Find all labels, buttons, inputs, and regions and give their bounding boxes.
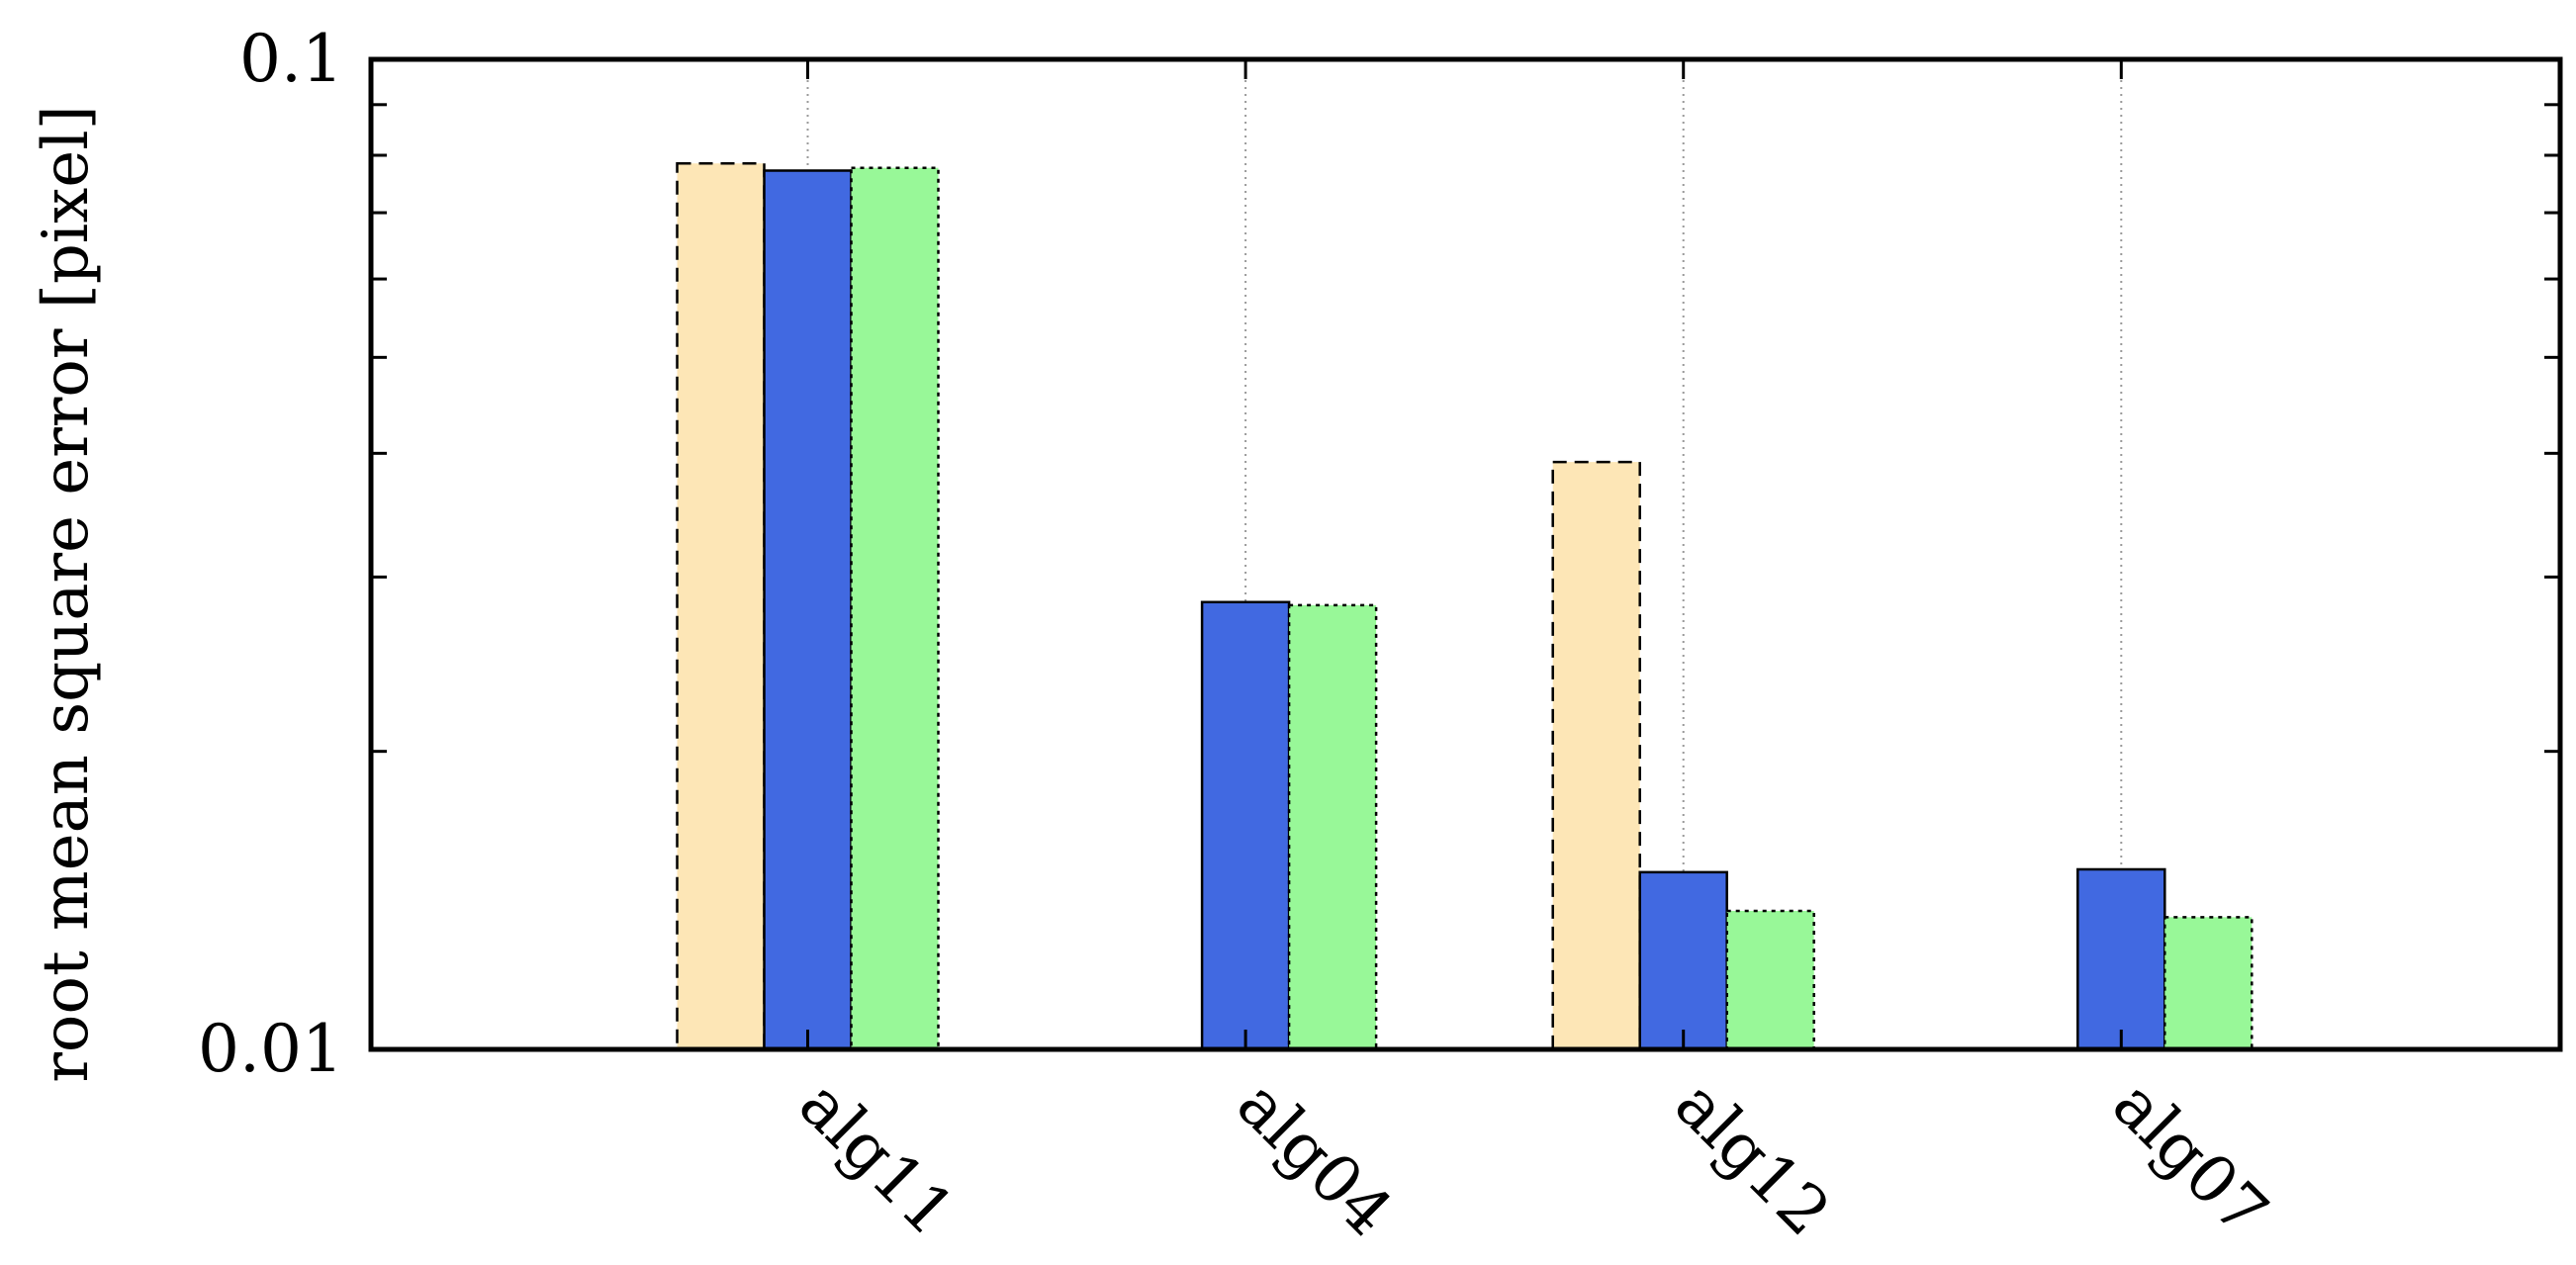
bar-series1-alg12 (1551, 460, 1641, 1051)
x-tick-label-alg12: alg12 (1660, 1066, 1844, 1250)
grid-lines (806, 59, 2123, 1049)
bar-series2-alg11 (763, 169, 853, 1051)
x-tick-label-alg11: alg11 (784, 1066, 968, 1250)
x-tick-label-alg04: alg04 (1223, 1066, 1407, 1250)
y-tick-label: 0.1 (239, 21, 343, 97)
plot-frame (368, 56, 2563, 1052)
bar-series3-alg11 (850, 166, 940, 1051)
x-tick-label-alg07: alg07 (2098, 1066, 2282, 1250)
bar-series2-alg07 (2076, 867, 2166, 1051)
bar-series1-alg11 (676, 161, 766, 1051)
y-tick-label: 0.01 (198, 1011, 343, 1087)
bar-series3-alg07 (2163, 916, 2254, 1051)
axis-ticks (371, 57, 2560, 1051)
bars (676, 161, 2254, 1051)
bar-series3-alg12 (1725, 909, 1815, 1051)
bar-series3-alg04 (1287, 603, 1378, 1051)
bar-series2-alg04 (1200, 600, 1291, 1051)
bar-series2-alg12 (1638, 870, 1728, 1051)
y-axis-label: root mean square error [pixel] (30, 105, 103, 1082)
